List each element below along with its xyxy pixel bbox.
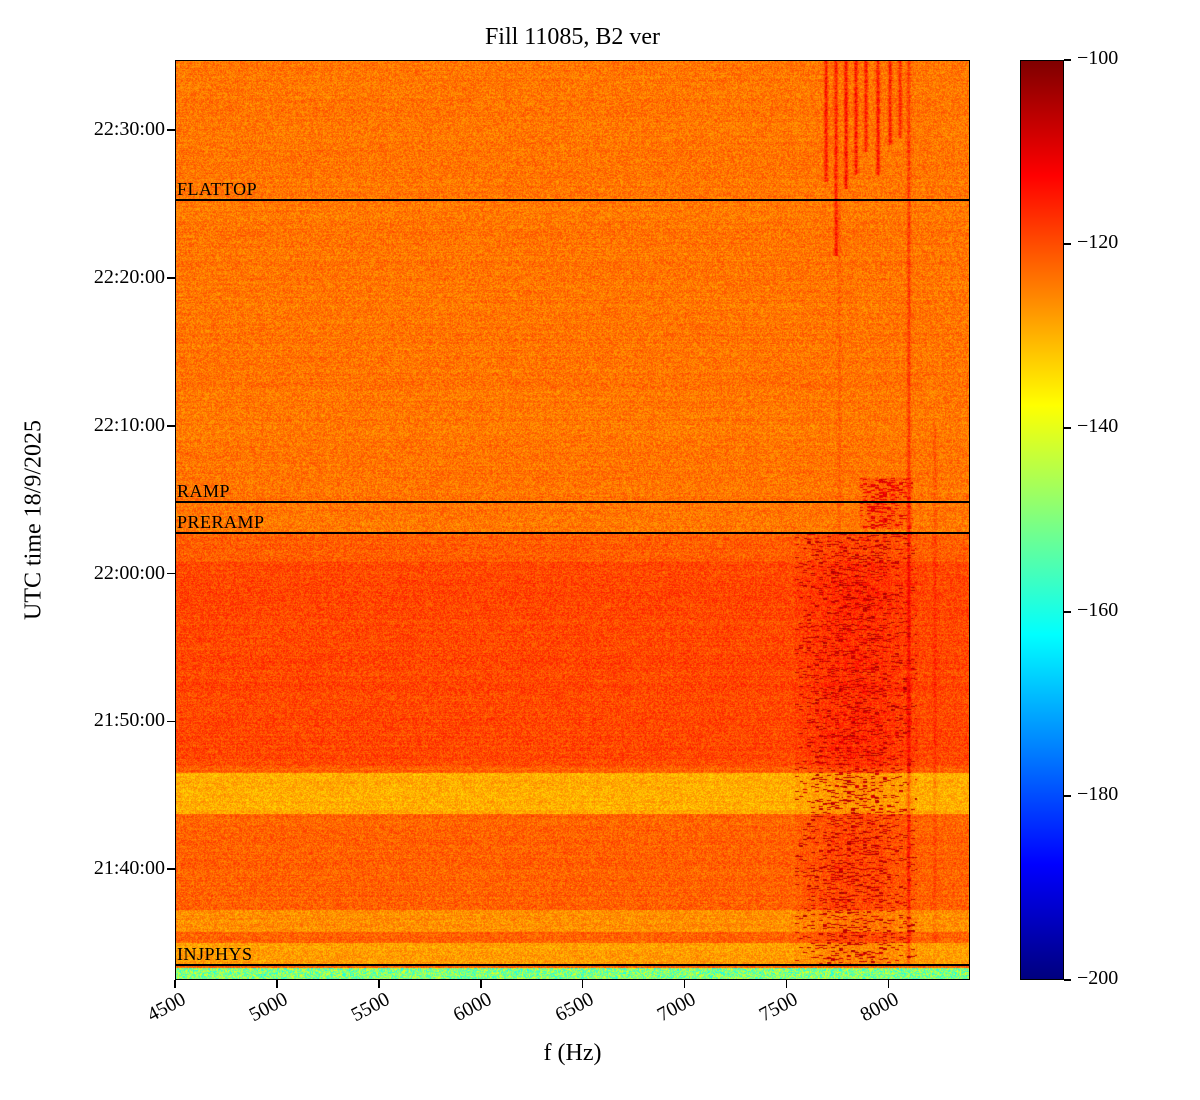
y-tick-label: 21:50:00 <box>93 709 165 732</box>
y-tick-label: 22:30:00 <box>93 118 165 141</box>
x-tick-label: 4500 <box>143 988 190 1027</box>
colorbar-tick-label: −160 <box>1077 599 1119 621</box>
beam-mode-label-injphys: INJPHYS <box>177 944 253 965</box>
colorbar-tick-label: −140 <box>1077 415 1119 437</box>
x-tick-label: 6500 <box>551 988 598 1027</box>
x-tick-label: 5500 <box>347 988 394 1027</box>
y-tick-mark <box>167 277 175 279</box>
colorbar-tick-label: −100 <box>1077 47 1119 69</box>
x-tick-label: 7500 <box>755 988 801 1027</box>
colorbar-tick-mark <box>1064 795 1071 797</box>
x-tick-mark <box>276 980 278 988</box>
y-tick-label: 21:40:00 <box>93 857 165 880</box>
x-tick-mark <box>174 980 176 988</box>
beam-mode-line-preramp <box>175 531 970 534</box>
colorbar-tick-label: −120 <box>1077 231 1119 253</box>
x-tick-mark <box>887 980 890 988</box>
spectrogram-canvas <box>175 60 970 980</box>
x-tick-label: 8000 <box>857 988 903 1027</box>
x-axis-label: f (Hz) <box>543 1040 602 1066</box>
x-tick-mark <box>785 980 788 988</box>
y-tick-mark <box>167 572 175 575</box>
y-axis-label: UTC time 18/9/2025 <box>20 420 47 620</box>
plot-area <box>175 60 970 980</box>
colorbar-tick-mark <box>1064 243 1071 245</box>
colorbar-tick-mark <box>1064 979 1071 981</box>
y-tick-mark <box>167 129 175 131</box>
colorbar-tick-mark <box>1064 611 1071 613</box>
x-tick-mark <box>683 980 686 988</box>
x-tick-mark <box>479 980 482 988</box>
colorbar-tick-label: −180 <box>1077 783 1119 805</box>
x-tick-mark <box>581 980 584 988</box>
y-tick-mark <box>167 720 175 723</box>
x-tick-label: 6000 <box>449 988 496 1027</box>
colorbar-tick-label: −200 <box>1077 967 1119 989</box>
colorbar <box>1020 60 1064 980</box>
colorbar-tick-mark <box>1064 59 1071 61</box>
x-tick-label: 5000 <box>245 988 292 1027</box>
y-tick-mark <box>167 424 175 427</box>
y-tick-label: 22:10:00 <box>93 413 165 436</box>
beam-mode-line-flattop <box>175 199 970 202</box>
colorbar-tick-mark <box>1064 427 1071 429</box>
x-tick-mark <box>378 980 380 988</box>
beam-mode-label-preramp: PRERAMP <box>177 511 265 532</box>
y-tick-mark <box>167 868 175 870</box>
beam-mode-label-flattop: FLATTOP <box>177 179 258 200</box>
x-tick-label: 7000 <box>653 988 699 1027</box>
beam-mode-line-ramp <box>175 501 970 504</box>
y-tick-label: 22:20:00 <box>93 265 165 288</box>
y-tick-label: 22:00:00 <box>93 561 165 584</box>
chart-title: Fill 11085, B2 ver <box>484 24 661 50</box>
beam-mode-line-injphys <box>175 964 970 967</box>
beam-mode-label-ramp: RAMP <box>177 481 231 502</box>
